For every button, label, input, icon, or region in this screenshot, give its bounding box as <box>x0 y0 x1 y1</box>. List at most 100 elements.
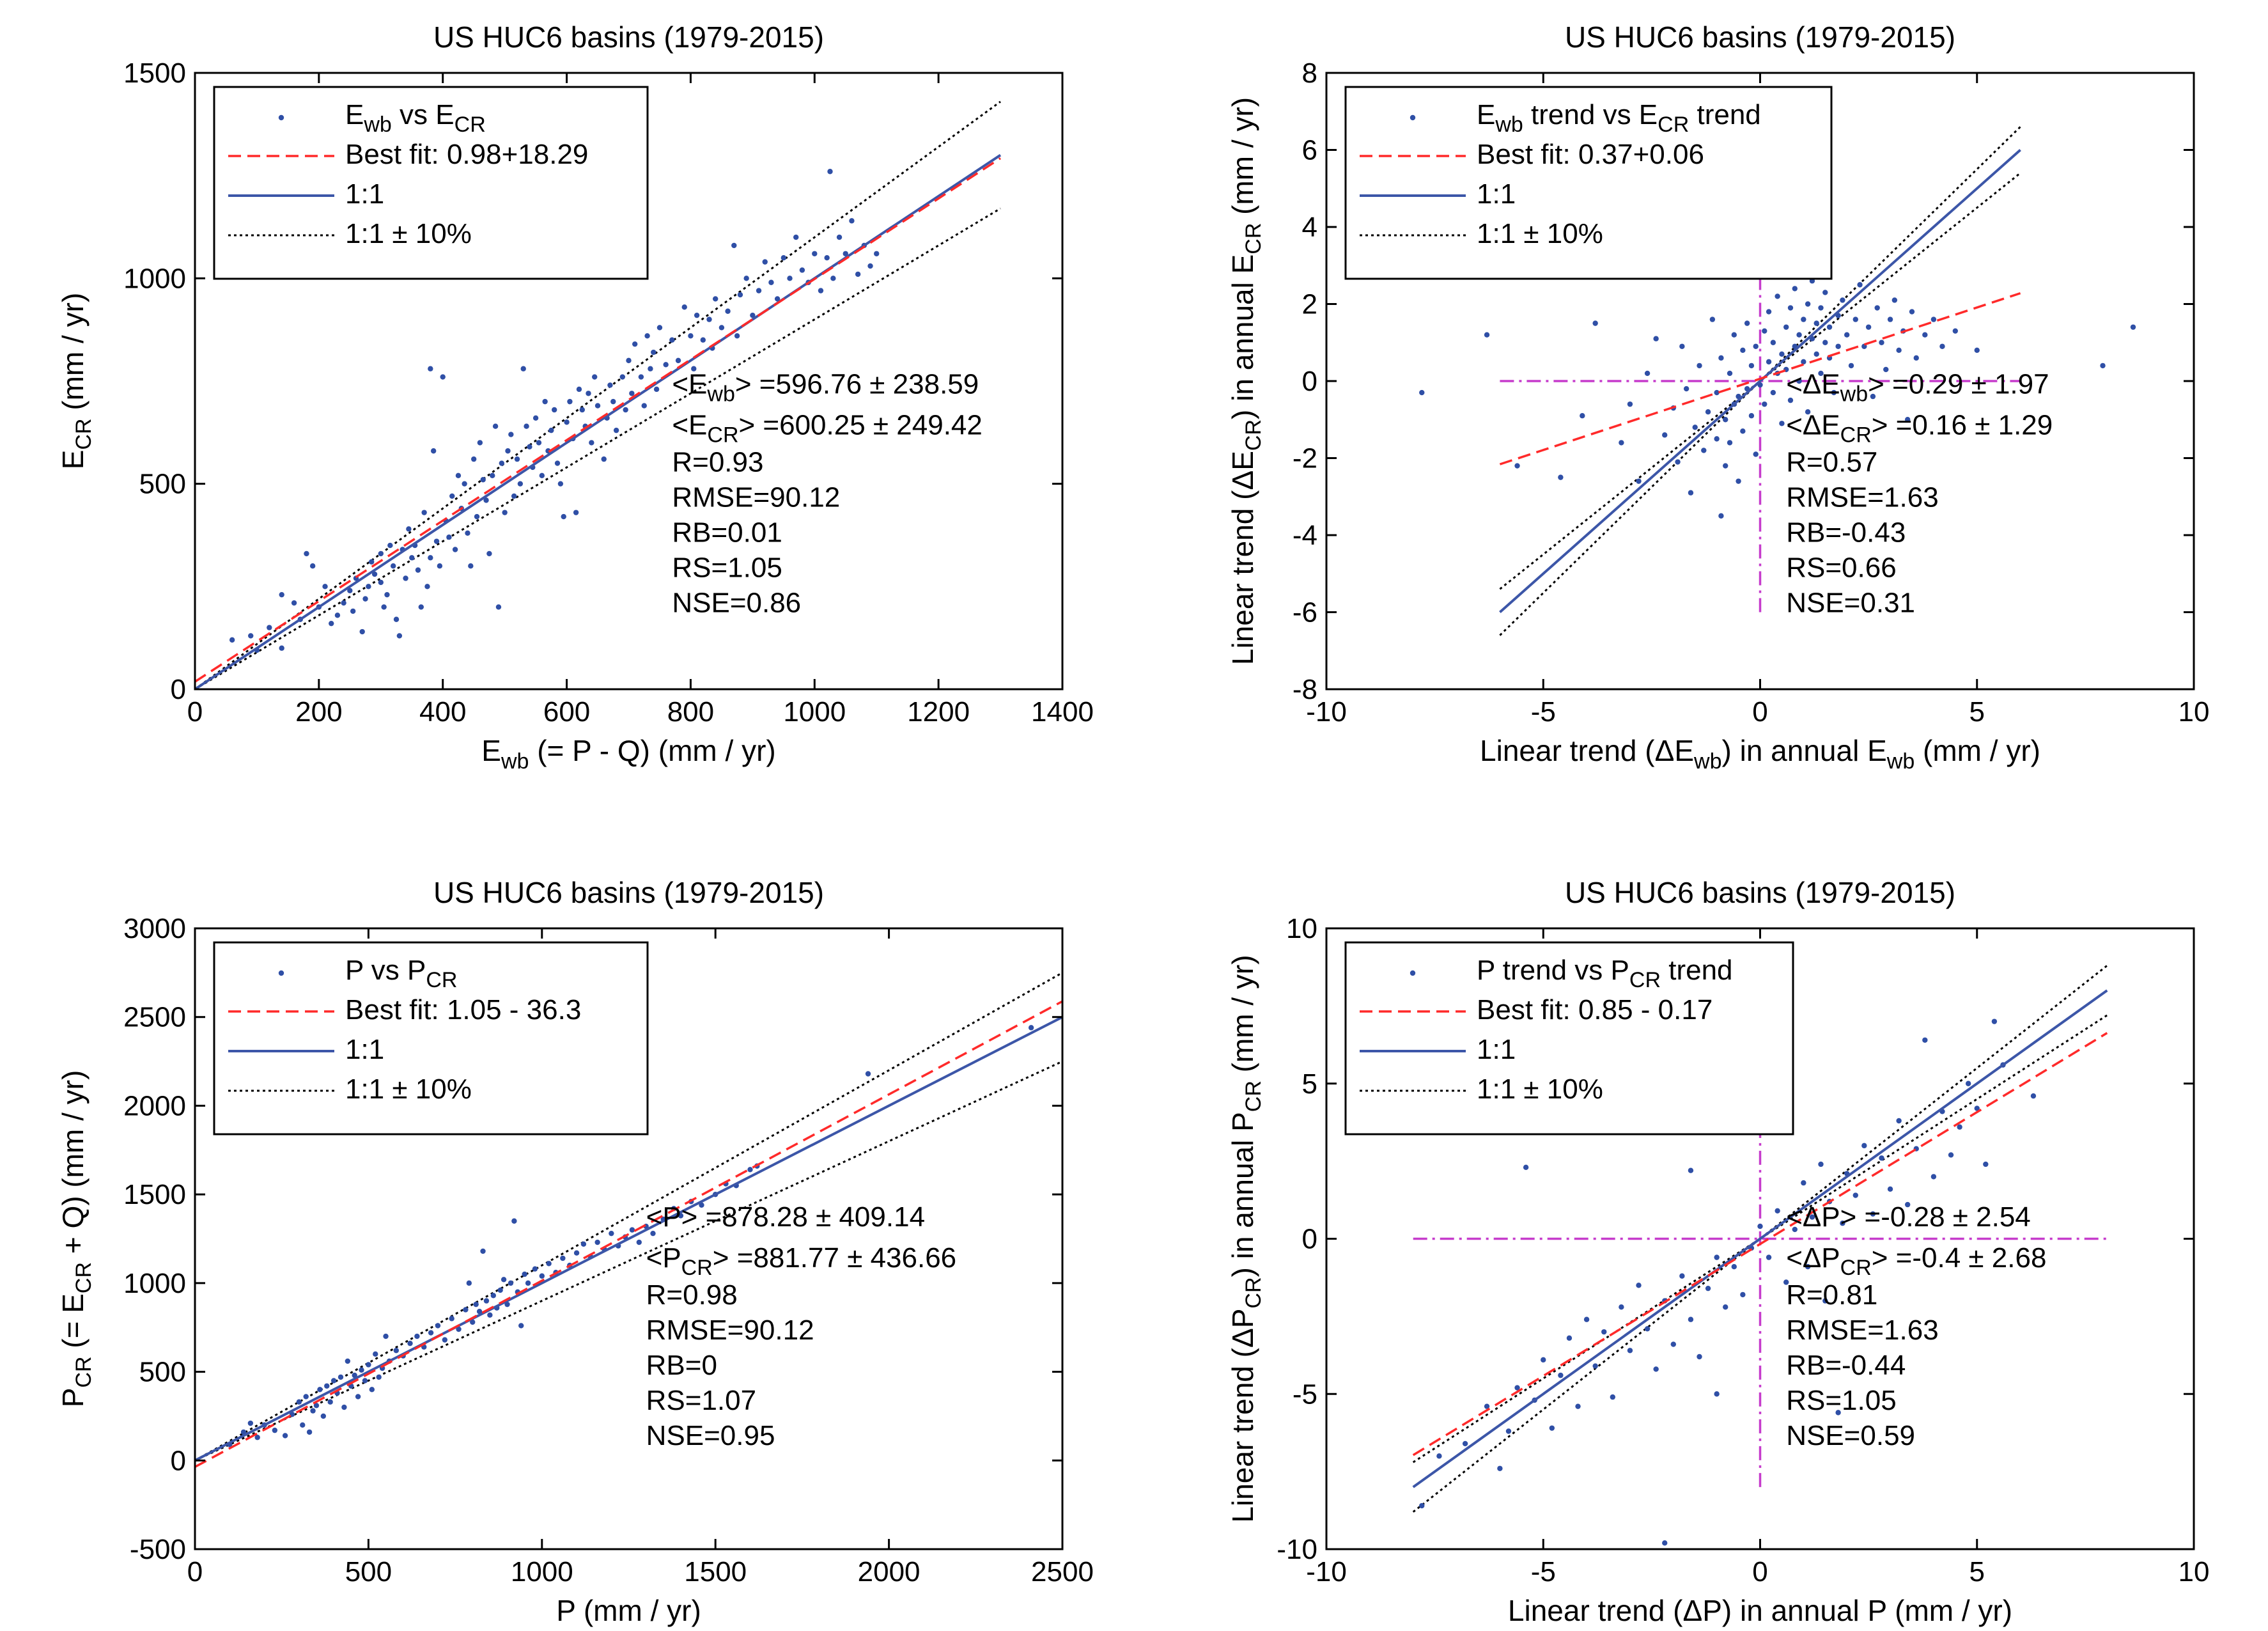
data-point <box>406 526 412 532</box>
data-point <box>1974 1105 1980 1111</box>
data-point <box>827 169 833 175</box>
data-point <box>1679 343 1685 349</box>
y-tick-label: 2500 <box>123 1002 186 1033</box>
data-point <box>1783 324 1789 330</box>
legend-label-band: 1:1 ± 10% <box>1477 218 1603 249</box>
data-point <box>492 423 499 429</box>
data-point <box>1705 409 1711 415</box>
data-point <box>1497 1465 1503 1471</box>
data-point <box>762 259 768 265</box>
data-point <box>520 366 526 371</box>
data-point <box>1792 286 1798 292</box>
data-point <box>1558 474 1564 480</box>
stat-line: NSE=0.59 <box>1786 1420 1915 1451</box>
y-tick-label: 500 <box>139 469 186 500</box>
data-point <box>1766 1254 1772 1260</box>
data-point <box>254 1435 260 1440</box>
y-axis-label: PCR (= ECR + Q) (mm / yr) <box>56 1070 96 1408</box>
data-point <box>1766 359 1772 365</box>
data-point <box>470 456 477 462</box>
data-point <box>718 325 725 331</box>
data-point <box>548 427 554 433</box>
stat-line: R=0.93 <box>672 446 763 478</box>
data-point <box>1419 1502 1425 1509</box>
data-point <box>514 456 520 462</box>
data-point <box>542 398 548 405</box>
data-point <box>442 1337 448 1343</box>
data-point <box>653 386 660 393</box>
data-point <box>648 366 653 371</box>
data-point <box>573 1250 580 1256</box>
data-point <box>282 1433 288 1439</box>
data-point <box>449 1316 454 1322</box>
data-point <box>322 584 328 589</box>
data-point <box>352 1372 357 1378</box>
legend-label-band: 1:1 ± 10% <box>1477 1073 1603 1105</box>
x-tick-label: 800 <box>667 696 714 728</box>
data-point <box>607 382 613 388</box>
y-tick-label: 0 <box>1302 366 1317 397</box>
x-tick-label: 10 <box>2179 1556 2210 1588</box>
y-tick-label: -2 <box>1293 443 1317 474</box>
stat-line: RB=0 <box>646 1350 717 1381</box>
data-point <box>524 423 529 429</box>
statistics-block: <ΔEwb> =0.29 ± 1.97<ΔECR> =0.16 ± 1.29R=… <box>1786 368 2053 618</box>
data-point <box>387 542 393 549</box>
legend-label-one2one: 1:1 <box>1477 1034 1516 1065</box>
data-point <box>1826 324 1833 330</box>
data-point <box>678 1213 684 1219</box>
data-point <box>1662 432 1668 438</box>
data-point <box>384 591 390 598</box>
data-point <box>1653 336 1659 341</box>
data-point <box>1822 1298 1828 1304</box>
x-tick-label: 1400 <box>1031 696 1094 728</box>
legend-label-bestfit: Best fit: 0.85 - 0.17 <box>1477 994 1713 1026</box>
x-tick-label: 5 <box>1969 696 1985 728</box>
data-point <box>1801 316 1806 322</box>
data-point <box>734 333 740 339</box>
best-fit-line <box>195 157 1002 683</box>
stat-line: RB=-0.43 <box>1786 517 1906 548</box>
stat-line: RB=-0.44 <box>1786 1350 1906 1381</box>
data-point <box>867 263 873 269</box>
data-point <box>1887 316 1893 322</box>
data-point <box>756 288 762 293</box>
data-point <box>1514 1385 1520 1391</box>
data-point <box>428 366 433 371</box>
data-point <box>487 1312 493 1318</box>
data-point <box>1558 1372 1564 1378</box>
data-point <box>638 374 644 380</box>
data-point <box>594 403 601 409</box>
data-point <box>393 616 400 622</box>
data-point <box>435 1323 441 1329</box>
data-point <box>279 591 284 598</box>
data-point <box>390 563 396 569</box>
data-point <box>347 588 353 593</box>
data-point <box>1835 1410 1841 1416</box>
data-point <box>1904 1201 1911 1208</box>
data-point <box>1723 1304 1728 1310</box>
data-point <box>1748 363 1755 369</box>
data-point <box>1514 463 1520 469</box>
data-point <box>1653 1366 1659 1372</box>
x-axis-label: Linear trend (ΔP) in annual P (mm / yr) <box>1508 1594 2012 1627</box>
one-to-one-line <box>1412 989 2108 1488</box>
data-point <box>532 415 539 421</box>
data-point <box>291 600 297 606</box>
data-point <box>699 1202 704 1208</box>
stat-line: RMSE=90.12 <box>646 1315 814 1346</box>
legend-box <box>213 941 649 1135</box>
data-point <box>1957 1124 1962 1130</box>
chart-panel-p-trend-vs-pcr-trend: US HUC6 basins (1979-2015) -10 -5 0 5 10 -10 -5… <box>1226 876 2209 1627</box>
data-point <box>437 563 443 569</box>
data-point <box>1683 386 1689 392</box>
data-point <box>594 1239 600 1245</box>
data-point <box>324 1383 330 1389</box>
legend-marker-points <box>1410 114 1416 121</box>
x-axis-label: Linear trend (ΔEwb) in annual Ewb (mm / … <box>1480 734 2040 774</box>
data-point <box>781 255 787 261</box>
data-point <box>1748 413 1755 419</box>
data-point <box>1601 1329 1607 1335</box>
data-point <box>1770 389 1776 396</box>
data-point <box>1731 332 1737 338</box>
